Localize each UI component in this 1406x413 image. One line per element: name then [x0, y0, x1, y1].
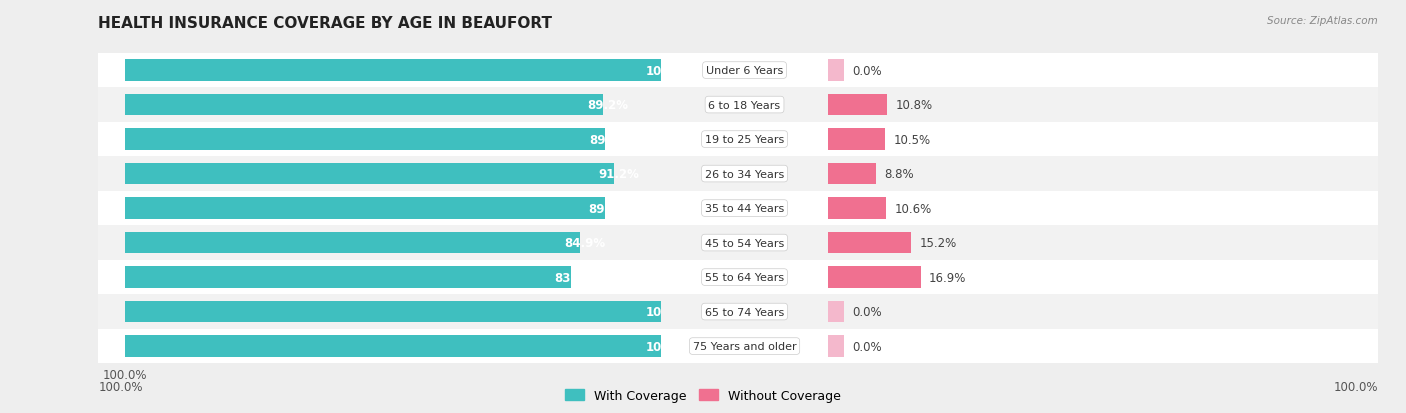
Bar: [125, 164, 614, 185]
Bar: [828, 88, 1406, 123]
Bar: [125, 301, 661, 323]
Text: 6 to 18 Years: 6 to 18 Years: [709, 100, 780, 110]
Text: 100.0%: 100.0%: [645, 340, 695, 353]
Text: 89.4%: 89.4%: [589, 202, 630, 215]
Bar: [661, 88, 828, 123]
Text: 100.0%: 100.0%: [1333, 380, 1378, 393]
Bar: [125, 232, 581, 254]
Text: 84.9%: 84.9%: [564, 237, 606, 249]
Text: 0.0%: 0.0%: [852, 305, 882, 318]
Bar: [661, 294, 828, 329]
Bar: [125, 95, 603, 116]
Text: 10.5%: 10.5%: [894, 133, 931, 146]
Text: 8.8%: 8.8%: [884, 168, 914, 180]
Bar: [828, 335, 844, 357]
Bar: [661, 329, 828, 363]
Bar: [98, 54, 661, 88]
Text: 19 to 25 Years: 19 to 25 Years: [704, 135, 785, 145]
Text: 100.0%: 100.0%: [645, 305, 695, 318]
Text: 0.0%: 0.0%: [852, 340, 882, 353]
Bar: [661, 54, 828, 88]
Bar: [828, 123, 1406, 157]
Bar: [98, 123, 661, 157]
Text: Source: ZipAtlas.com: Source: ZipAtlas.com: [1267, 16, 1378, 26]
Bar: [661, 123, 828, 157]
Text: 15.2%: 15.2%: [920, 237, 957, 249]
Bar: [661, 191, 828, 226]
Text: 55 to 64 Years: 55 to 64 Years: [704, 273, 785, 282]
Text: Under 6 Years: Under 6 Years: [706, 66, 783, 76]
Bar: [98, 88, 661, 123]
Text: 10.6%: 10.6%: [894, 202, 932, 215]
Text: 65 to 74 Years: 65 to 74 Years: [704, 307, 785, 317]
Bar: [828, 260, 1406, 294]
Text: 100.0%: 100.0%: [645, 64, 695, 77]
Text: 89.5%: 89.5%: [589, 133, 630, 146]
Text: 75 Years and older: 75 Years and older: [693, 341, 796, 351]
Legend: With Coverage, Without Coverage: With Coverage, Without Coverage: [561, 384, 845, 407]
Bar: [828, 198, 886, 219]
Text: 45 to 54 Years: 45 to 54 Years: [704, 238, 785, 248]
Bar: [828, 191, 1406, 226]
Text: 35 to 44 Years: 35 to 44 Years: [704, 204, 785, 214]
Bar: [828, 164, 876, 185]
Bar: [125, 335, 661, 357]
Text: 16.9%: 16.9%: [929, 271, 966, 284]
Bar: [98, 329, 661, 363]
Bar: [98, 294, 661, 329]
Bar: [828, 267, 921, 288]
Bar: [125, 267, 571, 288]
Bar: [661, 260, 828, 294]
Bar: [661, 157, 828, 191]
Bar: [828, 95, 887, 116]
Bar: [828, 294, 1406, 329]
Bar: [98, 226, 661, 260]
Bar: [828, 157, 1406, 191]
Bar: [661, 226, 828, 260]
Bar: [125, 129, 605, 150]
Text: 0.0%: 0.0%: [852, 64, 882, 77]
Bar: [828, 232, 911, 254]
Bar: [98, 191, 661, 226]
Bar: [828, 60, 844, 82]
Bar: [828, 329, 1406, 363]
Text: 10.8%: 10.8%: [896, 99, 932, 112]
Text: HEALTH INSURANCE COVERAGE BY AGE IN BEAUFORT: HEALTH INSURANCE COVERAGE BY AGE IN BEAU…: [98, 16, 553, 31]
Text: 91.2%: 91.2%: [598, 168, 638, 180]
Bar: [98, 157, 661, 191]
Text: 89.2%: 89.2%: [588, 99, 628, 112]
Bar: [828, 129, 886, 150]
Bar: [125, 60, 661, 82]
Text: 83.1%: 83.1%: [555, 271, 596, 284]
Bar: [828, 301, 844, 323]
Text: 26 to 34 Years: 26 to 34 Years: [704, 169, 785, 179]
Text: 100.0%: 100.0%: [98, 380, 143, 393]
Bar: [828, 54, 1406, 88]
Bar: [828, 226, 1406, 260]
Bar: [125, 198, 605, 219]
Bar: [98, 260, 661, 294]
